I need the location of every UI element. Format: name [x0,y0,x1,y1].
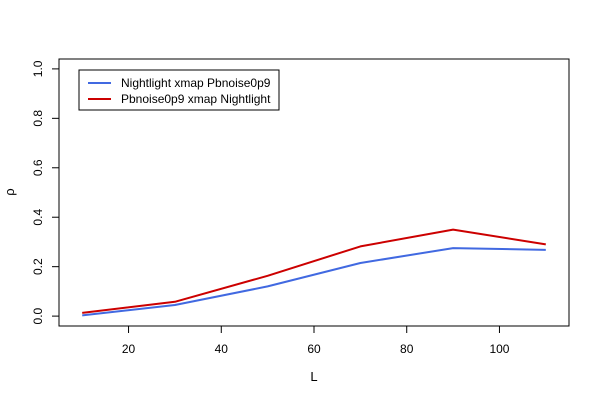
x-tick-label: 60 [307,342,321,356]
x-tick-label: 80 [400,342,414,356]
legend-label: Nightlight xmap Pbnoise0p9 [121,76,271,90]
y-tick-label: 0.0 [31,307,45,324]
y-tick-label: 0.2 [31,258,45,275]
legend: Nightlight xmap Pbnoise0p9 Pbnoise0p9 xma… [78,69,280,111]
y-axis: 0.0 0.2 0.4 0.6 0.8 1.0 [31,60,59,324]
series-line-1 [82,247,546,317]
x-axis: 20 40 60 80 100 [122,326,510,356]
y-tick-label: 0.6 [31,159,45,176]
x-tick-label: 40 [215,342,229,356]
series-lines [82,228,546,317]
y-axis-label: ρ [2,188,17,195]
legend-label: Pbnoise0p9 xmap Nightlight [121,92,271,106]
x-axis-label: L [310,369,317,384]
y-tick-label: 0.4 [31,209,45,226]
series-line-2 [82,228,546,314]
y-tick-label: 1.0 [31,60,45,77]
x-tick-label: 20 [122,342,136,356]
legend-box [78,69,280,111]
y-tick-label: 0.8 [31,110,45,127]
x-tick-label: 100 [489,342,509,356]
